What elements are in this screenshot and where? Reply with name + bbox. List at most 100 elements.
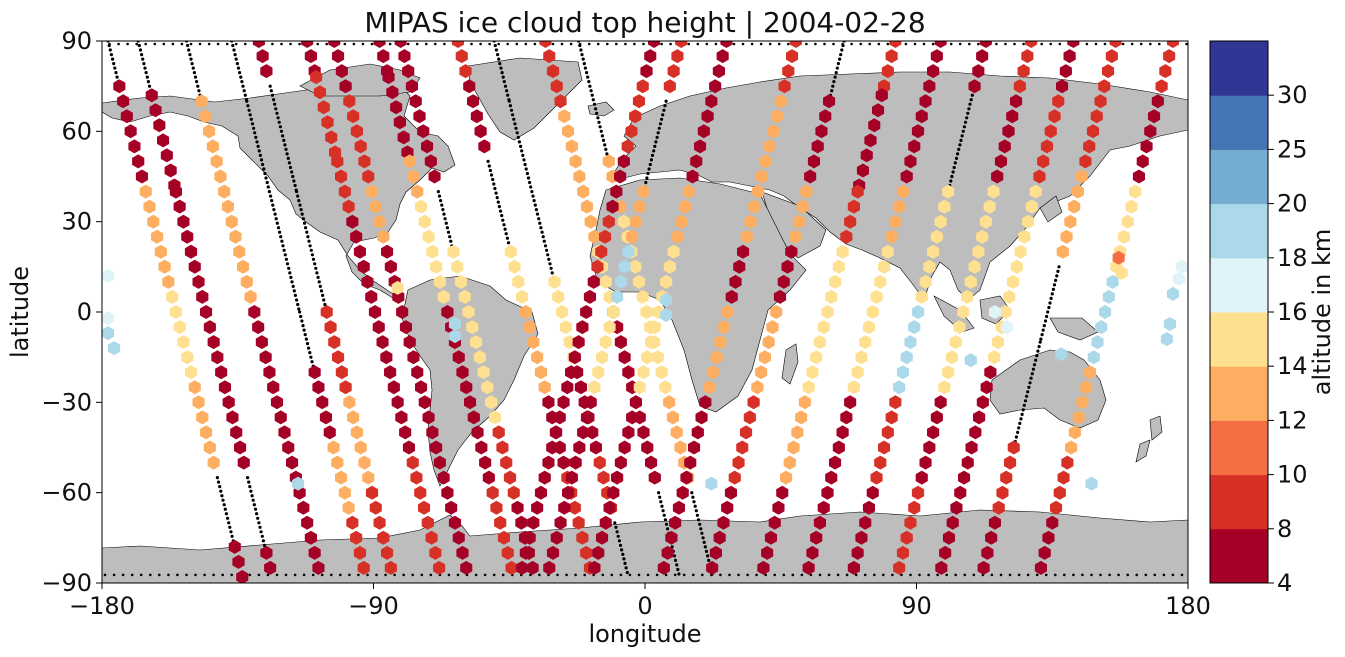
cloud-top-marker	[840, 229, 853, 244]
cloud-top-marker	[614, 169, 627, 184]
no-cloud-point	[474, 573, 478, 577]
no-cloud-point	[664, 99, 668, 103]
no-cloud-point	[918, 573, 921, 577]
no-cloud-point	[606, 42, 609, 46]
cloud-top-marker	[181, 229, 194, 244]
land-new-zealand	[1135, 415, 1163, 463]
cloud-top-marker	[988, 515, 1001, 530]
cloud-top-marker	[783, 455, 796, 470]
no-cloud-point	[532, 199, 536, 203]
cloud-top-marker	[706, 365, 719, 380]
cloud-top-marker	[377, 530, 390, 545]
cloud-top-marker	[561, 380, 574, 395]
cloud-top-marker	[618, 440, 631, 455]
no-cloud-point	[1034, 358, 1038, 362]
cloud-top-marker	[666, 410, 679, 425]
no-cloud-point	[547, 257, 551, 261]
cloud-top-marker	[358, 154, 371, 169]
cloud-top-marker	[1021, 49, 1034, 64]
no-cloud-point	[203, 573, 206, 577]
no-cloud-point	[500, 214, 504, 218]
cloud-top-marker	[930, 49, 943, 64]
cloud-top-marker	[889, 214, 902, 229]
land-new-guinea	[1049, 317, 1099, 341]
cloud-top-marker	[720, 41, 733, 48]
cloud-top-marker	[1000, 320, 1014, 335]
cloud-top-marker	[539, 41, 552, 48]
no-cloud-point	[267, 190, 271, 194]
no-cloud-point	[909, 573, 912, 577]
no-cloud-point	[277, 120, 281, 124]
no-cloud-point	[111, 57, 115, 61]
no-cloud-point	[311, 257, 316, 261]
cloud-top-marker	[644, 49, 657, 64]
no-cloud-point	[276, 226, 281, 230]
no-cloud-point	[506, 42, 510, 46]
cloud-top-marker	[587, 274, 600, 289]
no-cloud-point	[185, 573, 188, 577]
cloud-top-marker	[607, 305, 620, 319]
no-cloud-point	[1121, 42, 1125, 46]
no-cloud-point	[965, 116, 969, 120]
no-cloud-point	[114, 71, 118, 75]
cloud-top-marker	[519, 545, 532, 560]
cloud-top-marker	[184, 365, 198, 380]
no-cloud-point	[316, 42, 320, 46]
cloud-top-marker	[599, 274, 612, 289]
cloud-top-marker	[786, 49, 799, 64]
no-cloud-point	[140, 53, 144, 57]
cloud-top-marker	[1144, 124, 1157, 139]
cloud-top-marker	[632, 274, 645, 289]
y-tick-label: −30	[41, 388, 92, 416]
cloud-top-marker	[610, 184, 623, 199]
cloud-top-marker	[568, 350, 581, 365]
cloud-top-marker	[602, 154, 615, 169]
no-cloud-point	[610, 573, 614, 577]
cloud-top-marker	[422, 410, 435, 425]
cloud-top-marker	[721, 500, 734, 515]
cloud-top-marker	[611, 470, 624, 485]
cloud-top-marker	[806, 365, 819, 380]
no-cloud-point	[1144, 573, 1148, 577]
no-cloud-point	[492, 182, 496, 186]
cloud-top-marker	[1105, 49, 1118, 64]
cloud-top-marker	[569, 154, 582, 169]
cloud-top-marker	[362, 470, 375, 485]
cloud-top-marker	[823, 94, 836, 109]
no-cloud-point	[922, 42, 926, 46]
no-cloud-point	[702, 540, 706, 545]
no-cloud-point	[194, 573, 197, 577]
no-cloud-point	[782, 573, 786, 577]
no-cloud-point	[503, 84, 508, 88]
cloud-top-marker	[660, 293, 673, 307]
no-cloud-point	[272, 208, 276, 212]
no-cloud-point	[279, 129, 284, 133]
cloud-top-marker	[706, 560, 719, 575]
no-cloud-point	[800, 573, 804, 577]
cloud-top-marker	[710, 350, 723, 365]
cloud-top-marker	[988, 305, 1001, 319]
no-cloud-point	[470, 42, 473, 46]
no-cloud-point	[225, 42, 229, 46]
cloud-top-marker	[415, 199, 428, 214]
no-cloud-point	[1090, 573, 1093, 577]
no-cloud-point	[447, 573, 451, 577]
cloud-top-marker	[934, 395, 947, 410]
cloud-top-marker	[1075, 169, 1088, 184]
no-cloud-point	[325, 42, 329, 46]
cloud-top-marker	[595, 244, 608, 259]
cloud-top-marker	[1106, 274, 1119, 289]
cloud-top-marker	[885, 410, 898, 425]
no-cloud-point	[441, 208, 445, 212]
no-cloud-point	[877, 42, 881, 46]
no-cloud-point	[258, 525, 262, 529]
no-cloud-point	[1016, 430, 1020, 434]
cloud-top-marker	[836, 425, 849, 440]
no-cloud-point	[274, 217, 278, 221]
cloud-top-marker	[878, 259, 891, 274]
cloud-top-marker	[188, 380, 201, 395]
cloud-top-marker	[558, 500, 571, 515]
no-cloud-point	[496, 200, 500, 204]
cloud-top-marker	[481, 380, 494, 395]
colorbar-tick-label: 4	[1277, 569, 1292, 597]
